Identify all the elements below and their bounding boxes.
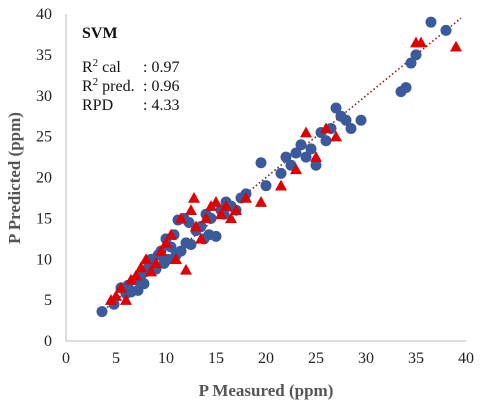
data-point-triangle bbox=[320, 122, 332, 134]
data-point-circle bbox=[175, 245, 187, 257]
data-point-circle bbox=[300, 151, 312, 163]
stat-label: RPD bbox=[82, 97, 113, 114]
data-point-triangle bbox=[130, 269, 142, 281]
data-point-circle bbox=[275, 167, 287, 179]
x-tick-label: 0 bbox=[62, 350, 70, 367]
points-layer bbox=[96, 16, 462, 318]
stat-label: R2 cal bbox=[82, 57, 121, 76]
x-tick-label: 35 bbox=[408, 350, 424, 367]
data-point-circle bbox=[340, 114, 352, 126]
y-tick-labels: 0 5 10 15 20 25 30 35 40 bbox=[36, 6, 52, 350]
y-tick-label: 10 bbox=[36, 251, 52, 268]
x-tick-label: 10 bbox=[158, 350, 174, 367]
data-point-circle bbox=[355, 114, 367, 126]
y-tick-label: 5 bbox=[44, 292, 52, 309]
data-point-triangle bbox=[450, 40, 462, 52]
x-tick-label: 5 bbox=[112, 350, 120, 367]
data-point-circle bbox=[138, 278, 150, 290]
x-tick-label: 40 bbox=[458, 350, 474, 367]
data-point-circle bbox=[320, 135, 332, 147]
data-point-circle bbox=[440, 24, 452, 36]
data-point-circle bbox=[255, 157, 267, 169]
data-point-triangle bbox=[160, 236, 172, 248]
y-tick-label: 40 bbox=[36, 6, 52, 23]
data-point-triangle bbox=[165, 228, 177, 240]
data-point-triangle bbox=[330, 130, 342, 142]
data-point-circle bbox=[330, 102, 342, 114]
data-point-circle bbox=[425, 16, 437, 28]
data-point-triangle bbox=[110, 290, 122, 301]
data-point-triangle bbox=[195, 232, 207, 244]
data-point-circle bbox=[96, 306, 108, 318]
data-point-triangle bbox=[140, 253, 152, 265]
data-point-circle bbox=[280, 151, 292, 163]
data-point-circle bbox=[305, 143, 317, 155]
data-point-triangle bbox=[290, 163, 302, 175]
chart-title: SVM bbox=[82, 25, 118, 42]
stat-label: R2 pred. bbox=[82, 76, 135, 95]
data-point-triangle bbox=[275, 179, 287, 191]
data-point-triangle bbox=[115, 281, 127, 293]
data-point-triangle bbox=[240, 191, 252, 203]
data-point-circle bbox=[410, 49, 422, 61]
data-point-triangle bbox=[310, 151, 322, 162]
y-axis-title: P Predicted (ppm) bbox=[5, 112, 24, 244]
x-tick-label: 20 bbox=[258, 350, 274, 367]
x-tick-labels: 0 5 10 15 20 25 30 35 40 bbox=[62, 350, 474, 367]
y-tick-label: 25 bbox=[36, 129, 52, 146]
data-point-triangle bbox=[170, 253, 182, 265]
data-point-triangle bbox=[210, 196, 222, 207]
data-point-circle bbox=[210, 230, 222, 242]
x-tick-label: 30 bbox=[358, 350, 374, 367]
annotation-box: SVM R2 cal : 0.97 R2 pred. : 0.96 RPD : 4.33 bbox=[82, 25, 179, 114]
data-point-triangle bbox=[255, 196, 267, 207]
data-point-circle bbox=[310, 159, 322, 171]
stats-list: R2 cal : 0.97 R2 pred. : 0.96 RPD : 4.33 bbox=[82, 57, 179, 114]
x-tick-label: 15 bbox=[208, 350, 224, 367]
data-point-triangle bbox=[155, 245, 167, 256]
data-point-triangle bbox=[135, 261, 147, 273]
data-point-triangle bbox=[230, 204, 242, 215]
data-point-circle bbox=[290, 147, 302, 159]
data-point-circle bbox=[185, 239, 197, 251]
data-point-triangle bbox=[190, 220, 202, 232]
y-tick-label: 15 bbox=[36, 210, 52, 227]
y-tick-label: 20 bbox=[36, 170, 52, 187]
data-point-triangle bbox=[185, 204, 197, 215]
data-point-triangle bbox=[215, 208, 227, 220]
data-point-circle bbox=[260, 180, 272, 192]
data-point-triangle bbox=[200, 212, 212, 224]
y-tick-label: 0 bbox=[44, 333, 52, 350]
data-point-triangle bbox=[188, 191, 200, 203]
data-point-triangle bbox=[220, 200, 232, 211]
data-point-triangle bbox=[175, 212, 187, 224]
data-point-triangle bbox=[225, 212, 237, 224]
y-tick-label: 30 bbox=[36, 88, 52, 105]
data-point-triangle bbox=[415, 36, 427, 48]
x-axis-title: P Measured (ppm) bbox=[199, 381, 334, 400]
stat-value: : 0.96 bbox=[143, 78, 179, 95]
stat-value: : 4.33 bbox=[143, 97, 179, 114]
data-point-triangle bbox=[300, 126, 312, 138]
data-point-circle bbox=[400, 82, 412, 94]
plot-area: 0 5 10 15 20 25 30 35 40 0 5 10 15 20 25 30 35 40 bbox=[36, 6, 474, 367]
data-point-triangle bbox=[120, 294, 132, 305]
data-point-triangle bbox=[145, 265, 157, 277]
data-point-circle bbox=[345, 122, 357, 134]
x-tick-label: 25 bbox=[308, 350, 324, 367]
data-point-circle bbox=[405, 57, 417, 69]
y-tick-label: 35 bbox=[36, 47, 52, 64]
data-point-circle bbox=[295, 139, 307, 151]
data-point-circle bbox=[183, 216, 195, 228]
stat-value: : 0.97 bbox=[143, 59, 179, 76]
data-point-triangle bbox=[180, 263, 192, 275]
data-point-triangle bbox=[150, 257, 162, 269]
